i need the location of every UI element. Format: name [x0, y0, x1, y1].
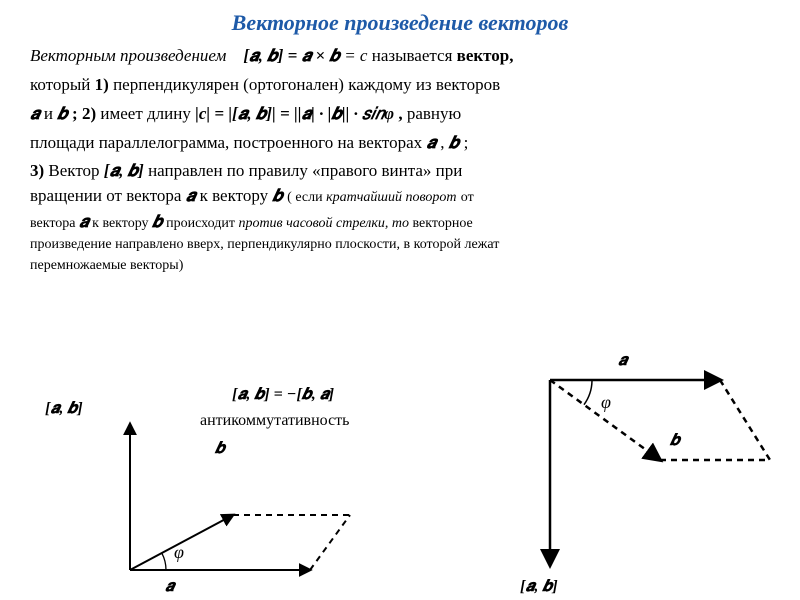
label-ab-left: [𝒂, 𝒃] [45, 400, 83, 418]
txt: происходит [166, 216, 238, 231]
txt: равную [407, 104, 461, 123]
txt: имеет длину [100, 104, 195, 123]
txt: к вектору [200, 186, 273, 205]
txt: площади параллелограмма, построенного на… [30, 133, 426, 152]
txt: 1) [95, 75, 109, 94]
diagram-left: φ [50, 400, 380, 600]
txt: от [461, 190, 474, 205]
txt: 𝒃 [57, 104, 68, 123]
txt: произведение направлено вверх, перпендик… [30, 234, 770, 255]
txt: и [44, 104, 57, 123]
diagram-right: φ [470, 350, 790, 590]
svg-text:φ: φ [174, 542, 184, 562]
txt: 𝒂 [426, 133, 436, 152]
label-b-left: 𝒃 [215, 440, 225, 458]
txt: |c| = |[𝒂, 𝒃]| = ||𝒂| · |𝒃|| · 𝑠𝑖𝑛φ [195, 104, 394, 123]
txt: перемножаемые векторы) [30, 255, 770, 276]
label-a-left: 𝒂 [165, 578, 174, 596]
page-title: Векторное произведение векторов [0, 0, 800, 42]
txt: кратчайший поворот [326, 190, 456, 205]
txt: 𝒂 [186, 186, 196, 205]
svg-text:φ: φ [601, 392, 611, 412]
txt: направлен по правилу «правого винта» при [148, 161, 462, 180]
txt: , [440, 133, 449, 152]
txt: [𝒂, 𝒃] = 𝒂 × 𝒃 [243, 46, 340, 65]
label-a-right: 𝒂 [618, 352, 627, 370]
txt: ( если [287, 190, 326, 205]
body-text: Векторным произведением [𝒂, 𝒃] = 𝒂 × 𝒃 =… [0, 42, 800, 276]
txt: 𝒂 [30, 104, 40, 123]
txt: Векторным произведением [30, 46, 226, 65]
txt: называется [372, 46, 457, 65]
txt: 𝒃 [152, 212, 163, 231]
txt: Вектор [48, 161, 103, 180]
txt: 𝒂 [79, 212, 89, 231]
txt: 3) [30, 161, 44, 180]
txt: векторное [413, 216, 473, 231]
txt: к вектору [92, 216, 152, 231]
txt: вращении от вектора [30, 186, 186, 205]
txt: [𝒂, 𝒃] [104, 161, 144, 180]
txt: = c [344, 46, 367, 65]
txt: ; 2) [72, 104, 96, 123]
txt: вектор, [457, 46, 514, 65]
label-ab-right: [𝒂, 𝒃] [520, 578, 558, 596]
txt: ; [464, 133, 469, 152]
txt: который [30, 75, 95, 94]
txt: против часовой стрелки, [238, 216, 388, 231]
txt: 𝒃 [449, 133, 460, 152]
txt: 𝒃 [272, 186, 283, 205]
txt: то [392, 216, 409, 231]
txt: перпендикулярен (ортогонален) каждому из… [113, 75, 500, 94]
label-b-right: 𝒃 [670, 432, 680, 450]
txt: вектора [30, 216, 79, 231]
txt: , [398, 104, 407, 123]
